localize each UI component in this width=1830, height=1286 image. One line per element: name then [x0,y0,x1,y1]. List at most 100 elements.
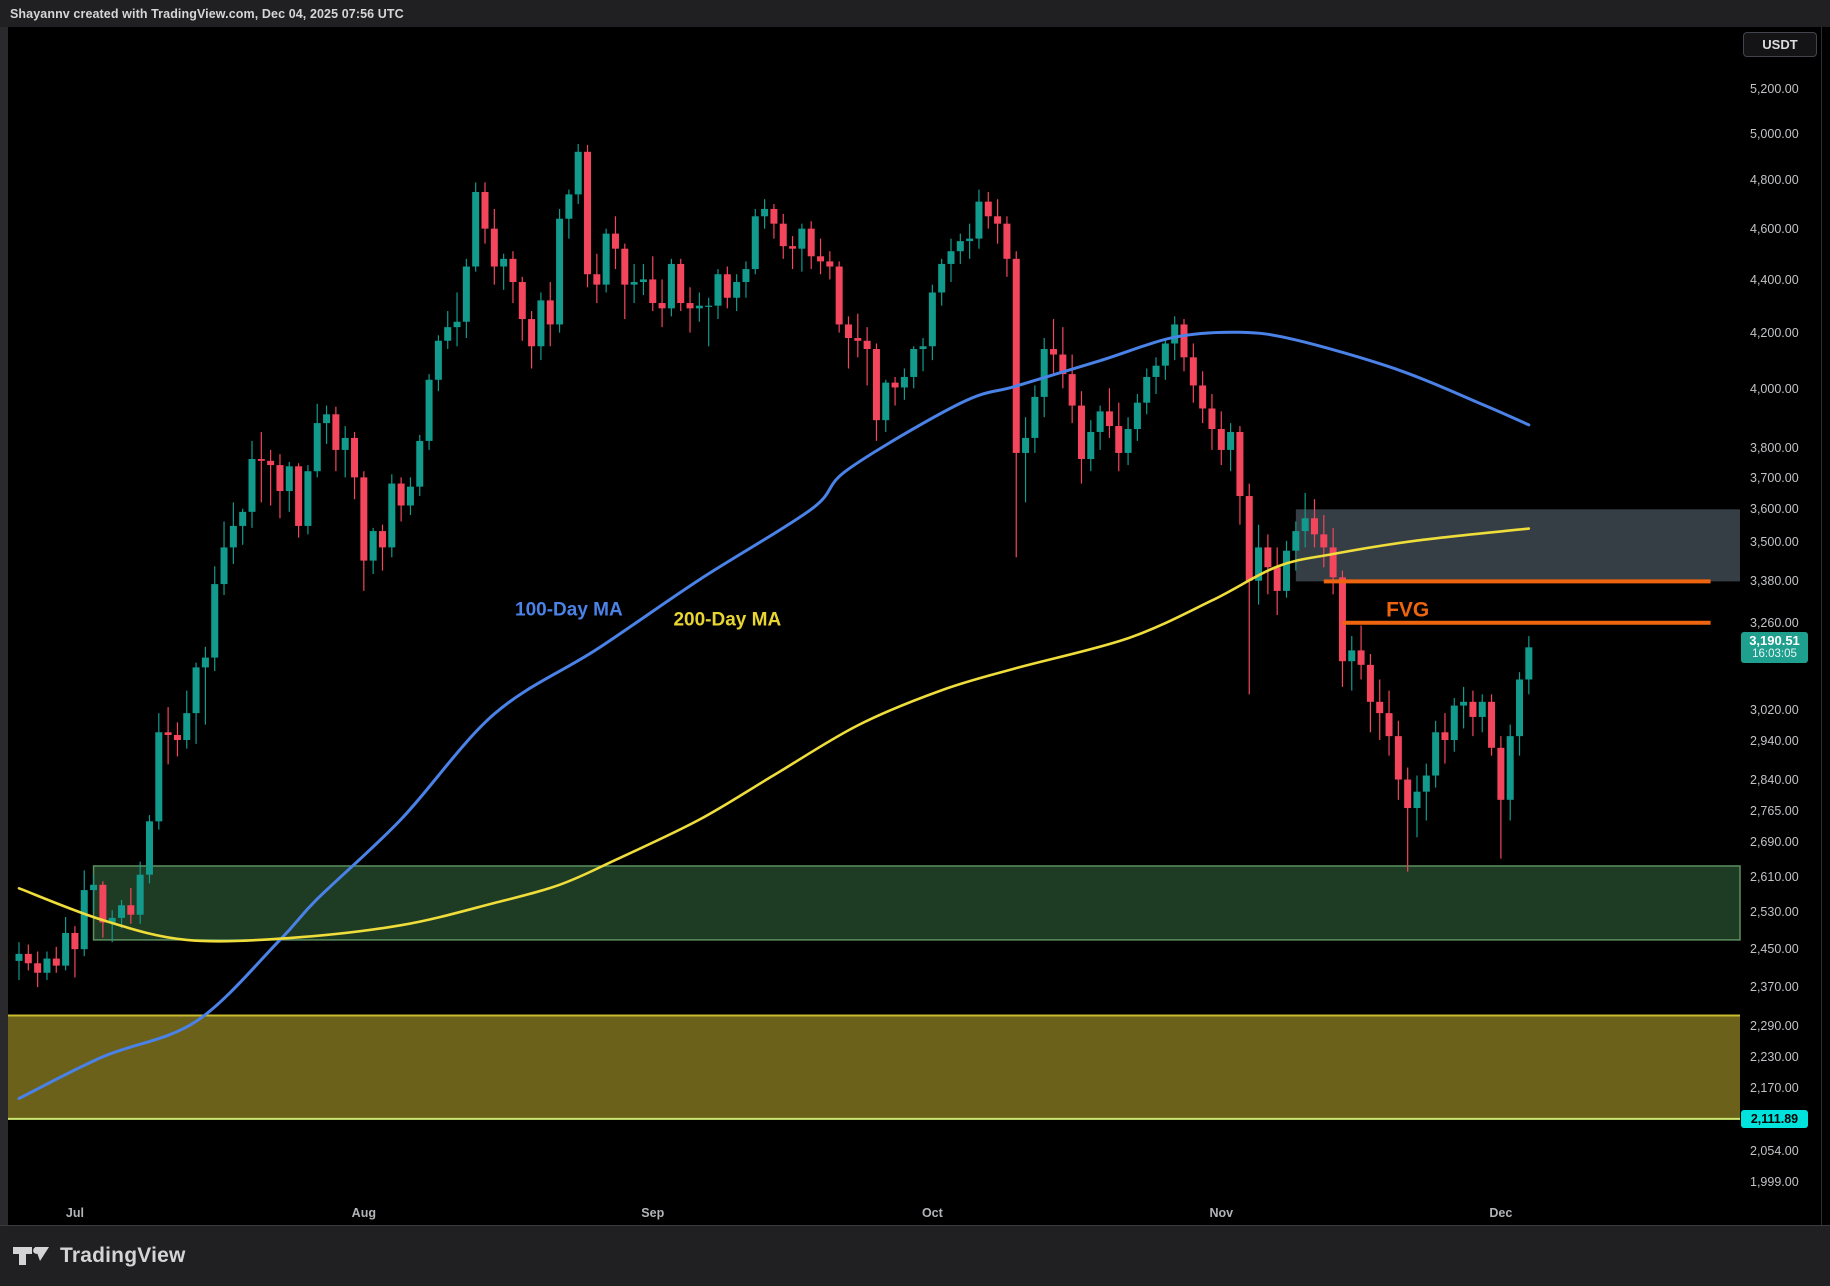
candle-body [118,905,126,918]
candle-body [807,228,815,257]
annotation-fvg[interactable]: FVG [1386,598,1429,621]
candle-body [1338,577,1346,662]
candle-body [705,305,713,307]
month-tick-oct: Oct [921,1206,943,1220]
candle-body [285,466,293,492]
candle-body [556,218,564,325]
candle-body [453,321,461,328]
candle-body [1180,324,1188,358]
price-tick-label: 5,200.00 [1750,82,1799,96]
candle-body [798,228,806,249]
candle-body [817,256,825,262]
candle-body [481,191,489,229]
candle-body [1348,650,1356,662]
candle-body [733,282,741,298]
candle-body [1189,357,1197,386]
price-tick-label: 2,170.00 [1750,1080,1799,1095]
candle-body [490,228,498,267]
candlestick-plot[interactable]: FVG 100-Day MA 200-Day MA [8,27,1745,1225]
candle-body [947,251,955,264]
price-tick-label: 3,700.00 [1750,470,1799,485]
annotation-100-day-ma[interactable]: 100-Day MA [515,600,623,621]
candle-body [714,274,722,306]
candle-body [1003,223,1011,259]
candle-body [1087,431,1095,459]
candle-body [1422,775,1430,792]
candle-body [304,471,312,526]
candle-body [956,241,964,252]
annotation-200-day-ma[interactable]: 200-Day MA [673,609,781,630]
candle-body [145,821,153,875]
candle-body [1236,431,1244,497]
candle-body [891,382,899,388]
candle-body [1460,701,1468,706]
candle-body [24,953,32,964]
candle-body [779,223,787,247]
candle-body [863,340,871,350]
candle-body [1161,343,1169,366]
price-tick-label: 4,800.00 [1750,173,1799,188]
candle-body [1208,408,1216,430]
candle-body [462,266,470,322]
candle-body [770,208,778,224]
candle-body [15,953,23,961]
candle-body [1050,349,1058,355]
candle-body [938,263,946,293]
candle-body [1301,518,1309,532]
candle-body [994,216,1002,224]
candle-body [1329,547,1337,578]
candle-body [677,263,685,304]
candle-body [257,458,265,461]
candle-body [295,466,303,526]
price-tick-label: 1,999.00 [1750,1174,1799,1189]
candle-body [1394,736,1402,780]
candle-body [220,547,228,585]
candle-body [1432,732,1440,776]
candle-body [854,338,862,341]
candle-body [658,303,666,309]
price-tick-label: 4,400.00 [1750,272,1799,287]
candle-body [789,246,797,249]
footer-bar: TradingView [0,1225,1830,1286]
candle-body [1077,405,1085,459]
candle-body [667,263,675,309]
candle-body [43,958,51,973]
candle-body [472,191,480,267]
candle-body [1152,365,1160,377]
candle-body [872,349,880,421]
price-tick-label: 3,500.00 [1750,534,1799,549]
candle-body [546,300,554,325]
candle-body [900,376,908,388]
candle-body [742,269,750,283]
candle-body [509,258,517,283]
candle-body [844,324,852,339]
last-price-tag: 3,190.51 16:03:05 [1741,631,1808,663]
pane-right-border [1821,27,1822,1225]
candle-body [1376,701,1384,714]
chart-area[interactable]: FVG 100-Day MA 200-Day MA 5,200.00 5,000.00… [8,27,1830,1225]
candle-body [155,732,163,822]
candle-body [1385,713,1393,737]
candle-body [1478,701,1486,717]
tradingview-logo[interactable]: TradingView [13,1244,186,1268]
price-tick-label: 3,020.00 [1750,703,1799,718]
candle-body [835,266,843,325]
price-tick-label: 2,290.00 [1750,1019,1799,1034]
candle-body [99,884,107,923]
attribution-text: Shayannv created with TradingView.com, D… [10,6,404,21]
candle-body [649,279,657,304]
attribution-bar: Shayannv created with TradingView.com, D… [0,0,1830,27]
candle-body [248,458,256,512]
candle-body [201,657,209,668]
currency-toggle-button[interactable]: USDT [1743,32,1817,57]
candle-body [723,274,731,298]
candle-body [90,884,98,891]
price-tick-label: 4,200.00 [1750,326,1799,341]
month-tick-aug: Aug [351,1206,376,1220]
candle-body [164,732,172,735]
candle-body [136,874,144,915]
price-tick-label: 2,610.00 [1750,869,1799,884]
candle-body [611,233,619,249]
candle-body [1497,747,1505,800]
month-tick-jul: Jul [65,1206,84,1220]
